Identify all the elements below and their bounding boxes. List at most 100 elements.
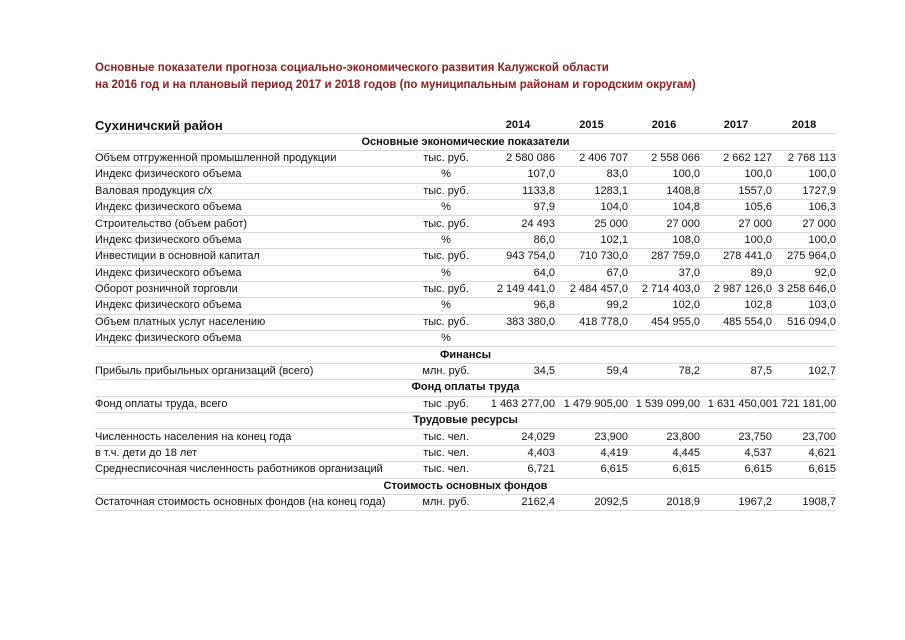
report-table: Сухиничский район 2014 2015 2016 2017 20… (95, 118, 836, 512)
row-value-2017 (700, 330, 772, 348)
row-value-2016: 104,8 (628, 199, 700, 217)
row-value-2015: 1 479 905,00 (555, 396, 628, 414)
table-row: Численность населения на конец года тыс. … (95, 428, 836, 446)
row-value-2015: 67,0 (555, 265, 628, 282)
row-value-2017: 1557,0 (700, 183, 772, 200)
row-value-2018: 23,700 (772, 428, 836, 446)
row-value-2016: 27 000 (628, 215, 700, 233)
row-label: Инвестиции в основной капитал (95, 248, 411, 266)
row-value-2016: 4,445 (628, 445, 700, 463)
row-unit: тыс. чел. (411, 445, 481, 463)
row-label: Строительство (объем работ) (95, 215, 411, 233)
row-value-2015: 418 778,0 (555, 314, 628, 332)
section-header-row: Фонд оплаты труда (95, 379, 836, 397)
row-value-2016: 2 714 403,0 (628, 281, 700, 299)
row-value-2014: 24,029 (481, 428, 555, 446)
row-value-2017: 23,750 (700, 428, 772, 446)
row-label: Объем платных услуг населению (95, 314, 411, 332)
row-unit: тыс. чел. (411, 428, 481, 446)
section-header: Стоимость основных фондов (95, 478, 836, 495)
section-header-row: Финансы (95, 346, 836, 364)
row-value-2017: 89,0 (700, 265, 772, 282)
row-value-2014: 383 380,0 (481, 314, 555, 332)
row-value-2015: 104,0 (555, 199, 628, 217)
row-value-2018: 516 094,0 (772, 314, 836, 332)
row-value-2018: 102,7 (772, 363, 836, 381)
row-value-2015: 6,615 (555, 461, 628, 479)
row-value-2015: 2 406 707 (555, 150, 628, 168)
row-value-2014: 97,9 (481, 199, 555, 217)
row-unit: тыс. чел. (411, 461, 481, 479)
row-value-2018: 92,0 (772, 265, 836, 282)
row-value-2015 (555, 330, 628, 348)
row-value-2014: 86,0 (481, 232, 555, 250)
unit-column-header (411, 118, 481, 135)
row-value-2016: 37,0 (628, 265, 700, 282)
year-header-2015: 2015 (555, 118, 628, 135)
row-unit: тыс. руб. (411, 150, 481, 168)
section-header: Трудовые ресурсы (95, 412, 836, 430)
row-value-2016: 1408,8 (628, 183, 700, 200)
row-unit: % (411, 265, 481, 282)
row-label: в т.ч. дети до 18 лет (95, 445, 411, 463)
row-value-2017: 100,0 (700, 166, 772, 184)
row-value-2015: 4,419 (555, 445, 628, 463)
row-value-2015: 83,0 (555, 166, 628, 184)
row-label: Прибыль прибыльных организаций (всего) (95, 363, 411, 381)
row-value-2015: 99,2 (555, 297, 628, 315)
table-row: Инвестиции в основной капитал тыс. руб. 94… (95, 248, 836, 266)
row-label: Объем отгруженной промышленной продукции (95, 150, 411, 168)
document-title: Основные показатели прогноза социально-э… (95, 60, 696, 93)
row-label: Остаточная стоимость основных фондов (на… (95, 494, 411, 512)
row-value-2014: 24 493 (481, 215, 555, 233)
row-value-2016: 2 558 066 (628, 150, 700, 168)
table-row: Объем платных услуг населению тыс. руб. 38… (95, 314, 836, 332)
row-label: Валовая продукция с/х (95, 183, 411, 200)
row-unit: тыс. руб. (411, 314, 481, 332)
row-unit: млн. руб. (411, 494, 481, 512)
table-row: Валовая продукция с/х тыс. руб. 1133,8 1283… (95, 183, 836, 200)
table-row: Индекс физического объема% 97,9 104,0 104,8… (95, 199, 836, 217)
table-row: Среднесписочная численность работников о… (95, 461, 836, 479)
row-value-2014: 64,0 (481, 265, 555, 282)
table-header-row: Сухиничский район 2014 2015 2016 2017 20… (95, 118, 836, 135)
row-unit: % (411, 297, 481, 315)
row-value-2016: 1 539 099,00 (628, 396, 700, 414)
row-value-2017: 278 441,0 (700, 248, 772, 266)
row-value-2014: 1 463 277,00 (481, 396, 555, 414)
row-value-2017: 87,5 (700, 363, 772, 381)
section-header-row: Стоимость основных фондов (95, 478, 836, 495)
row-unit: % (411, 199, 481, 217)
row-value-2018: 275 964,0 (772, 248, 836, 266)
row-value-2018: 100,0 (772, 232, 836, 250)
row-value-2015: 710 730,0 (555, 248, 628, 266)
row-value-2014: 4,403 (481, 445, 555, 463)
row-value-2014: 34,5 (481, 363, 555, 381)
row-value-2018 (772, 330, 836, 348)
row-value-2015: 25 000 (555, 215, 628, 233)
row-value-2014: 2 580 086 (481, 150, 555, 168)
row-unit: млн. руб. (411, 363, 481, 381)
row-value-2017: 1 631 450,00 (700, 396, 772, 414)
year-header-2018: 2018 (772, 118, 836, 135)
row-value-2018: 2 768 113 (772, 150, 836, 168)
section-header: Фонд оплаты труда (95, 379, 836, 397)
year-header-2014: 2014 (481, 118, 555, 135)
table-row: Фонд оплаты труда, всего тыс .руб. 1 463 2… (95, 396, 836, 414)
row-value-2017: 2 662 127 (700, 150, 772, 168)
row-label: Индекс физического объема (95, 330, 411, 348)
table-row: Индекс физического объема% (95, 330, 836, 348)
table-row: Индекс физического объема% 64,0 67,0 37,0 89… (95, 265, 836, 282)
row-value-2016: 287 759,0 (628, 248, 700, 266)
row-label: Индекс физического объема (95, 199, 411, 217)
table-row: Объем отгруженной промышленной продукции… (95, 150, 836, 168)
row-unit: тыс. руб. (411, 281, 481, 299)
row-label: Индекс физического объема (95, 232, 411, 250)
row-value-2018: 27 000 (772, 215, 836, 233)
document-title-line2: на 2016 год и на плановый период 2017 и … (95, 78, 696, 91)
row-value-2016: 102,0 (628, 297, 700, 315)
row-unit: тыс. руб. (411, 183, 481, 200)
row-value-2014: 943 754,0 (481, 248, 555, 266)
row-value-2016 (628, 330, 700, 348)
table-row: Оборот розничной торговли тыс. руб. 2 149 … (95, 281, 836, 299)
